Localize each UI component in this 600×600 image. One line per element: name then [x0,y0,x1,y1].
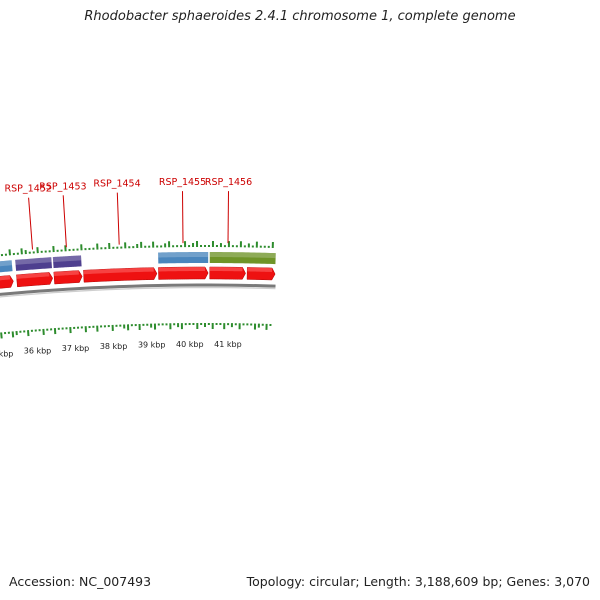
feature-block[interactable] [158,252,209,264]
gene-arrow-highlight [247,267,273,272]
gene-label[interactable]: RSP_1453 [39,181,86,192]
backbone-shadow [0,286,276,298]
kbp-label: 37 kbp [62,344,90,353]
kbp-label: 39 kbp [138,341,166,350]
feature-highlight [52,255,82,263]
gene-arrow-highlight [16,272,50,279]
feature-track [0,252,276,274]
kbp-axis-labels: 35 kbp 36 kbp 37 kbp 38 kbp 39 kbp 40 kbp 41 k… [0,340,242,359]
gene-arrow-highlight [53,270,79,277]
inner-tick [11,331,15,338]
outer-tick [8,249,11,256]
feature-highlight [0,260,13,267]
gene-arrow-highlight [0,275,11,281]
map-title: Rhodobacter sphaeroides 2.4.1 chromosome… [84,9,516,24]
feature-highlight [158,252,209,258]
gene-arrow-highlight [83,267,154,275]
outer-tick-track [0,241,274,257]
kbp-label: 41 kbp [214,340,242,349]
feature-block[interactable] [15,257,52,271]
gene-label-leader [116,192,120,245]
gene-label-leader [28,197,33,250]
gene-arrow-highlight [209,267,243,272]
feature-block[interactable] [52,255,82,269]
gene-label[interactable]: RSP_1456 [205,177,252,188]
backbone-ring [0,283,276,298]
inner-tick-track [0,323,272,339]
kbp-label: 35 kbp [0,350,13,359]
gene-label[interactable]: RSP_1454 [93,179,140,190]
feature-highlight [209,252,276,259]
gene-label-leader [182,191,184,244]
kbp-label: 36 kbp [24,346,52,355]
gene-arrow-highlight [158,267,205,272]
gene-label[interactable]: RSP_1452 [5,184,52,195]
kbp-label: 38 kbp [100,342,128,351]
kbp-label: 40 kbp [176,340,204,349]
gene-label[interactable]: RSP_1455 [159,177,206,188]
gene-label-leader [62,195,67,248]
feature-block[interactable] [209,252,276,265]
accession-text: Accession: NC_007493 [9,574,152,589]
topology-summary: Topology: circular; Length: 3,188,609 bp… [246,574,590,589]
feature-block[interactable] [0,260,13,274]
gene-label-leader [227,191,229,244]
gene-track [0,266,276,289]
backbone-line [0,283,276,296]
feature-highlight [15,257,52,265]
inner-tick [0,332,3,339]
